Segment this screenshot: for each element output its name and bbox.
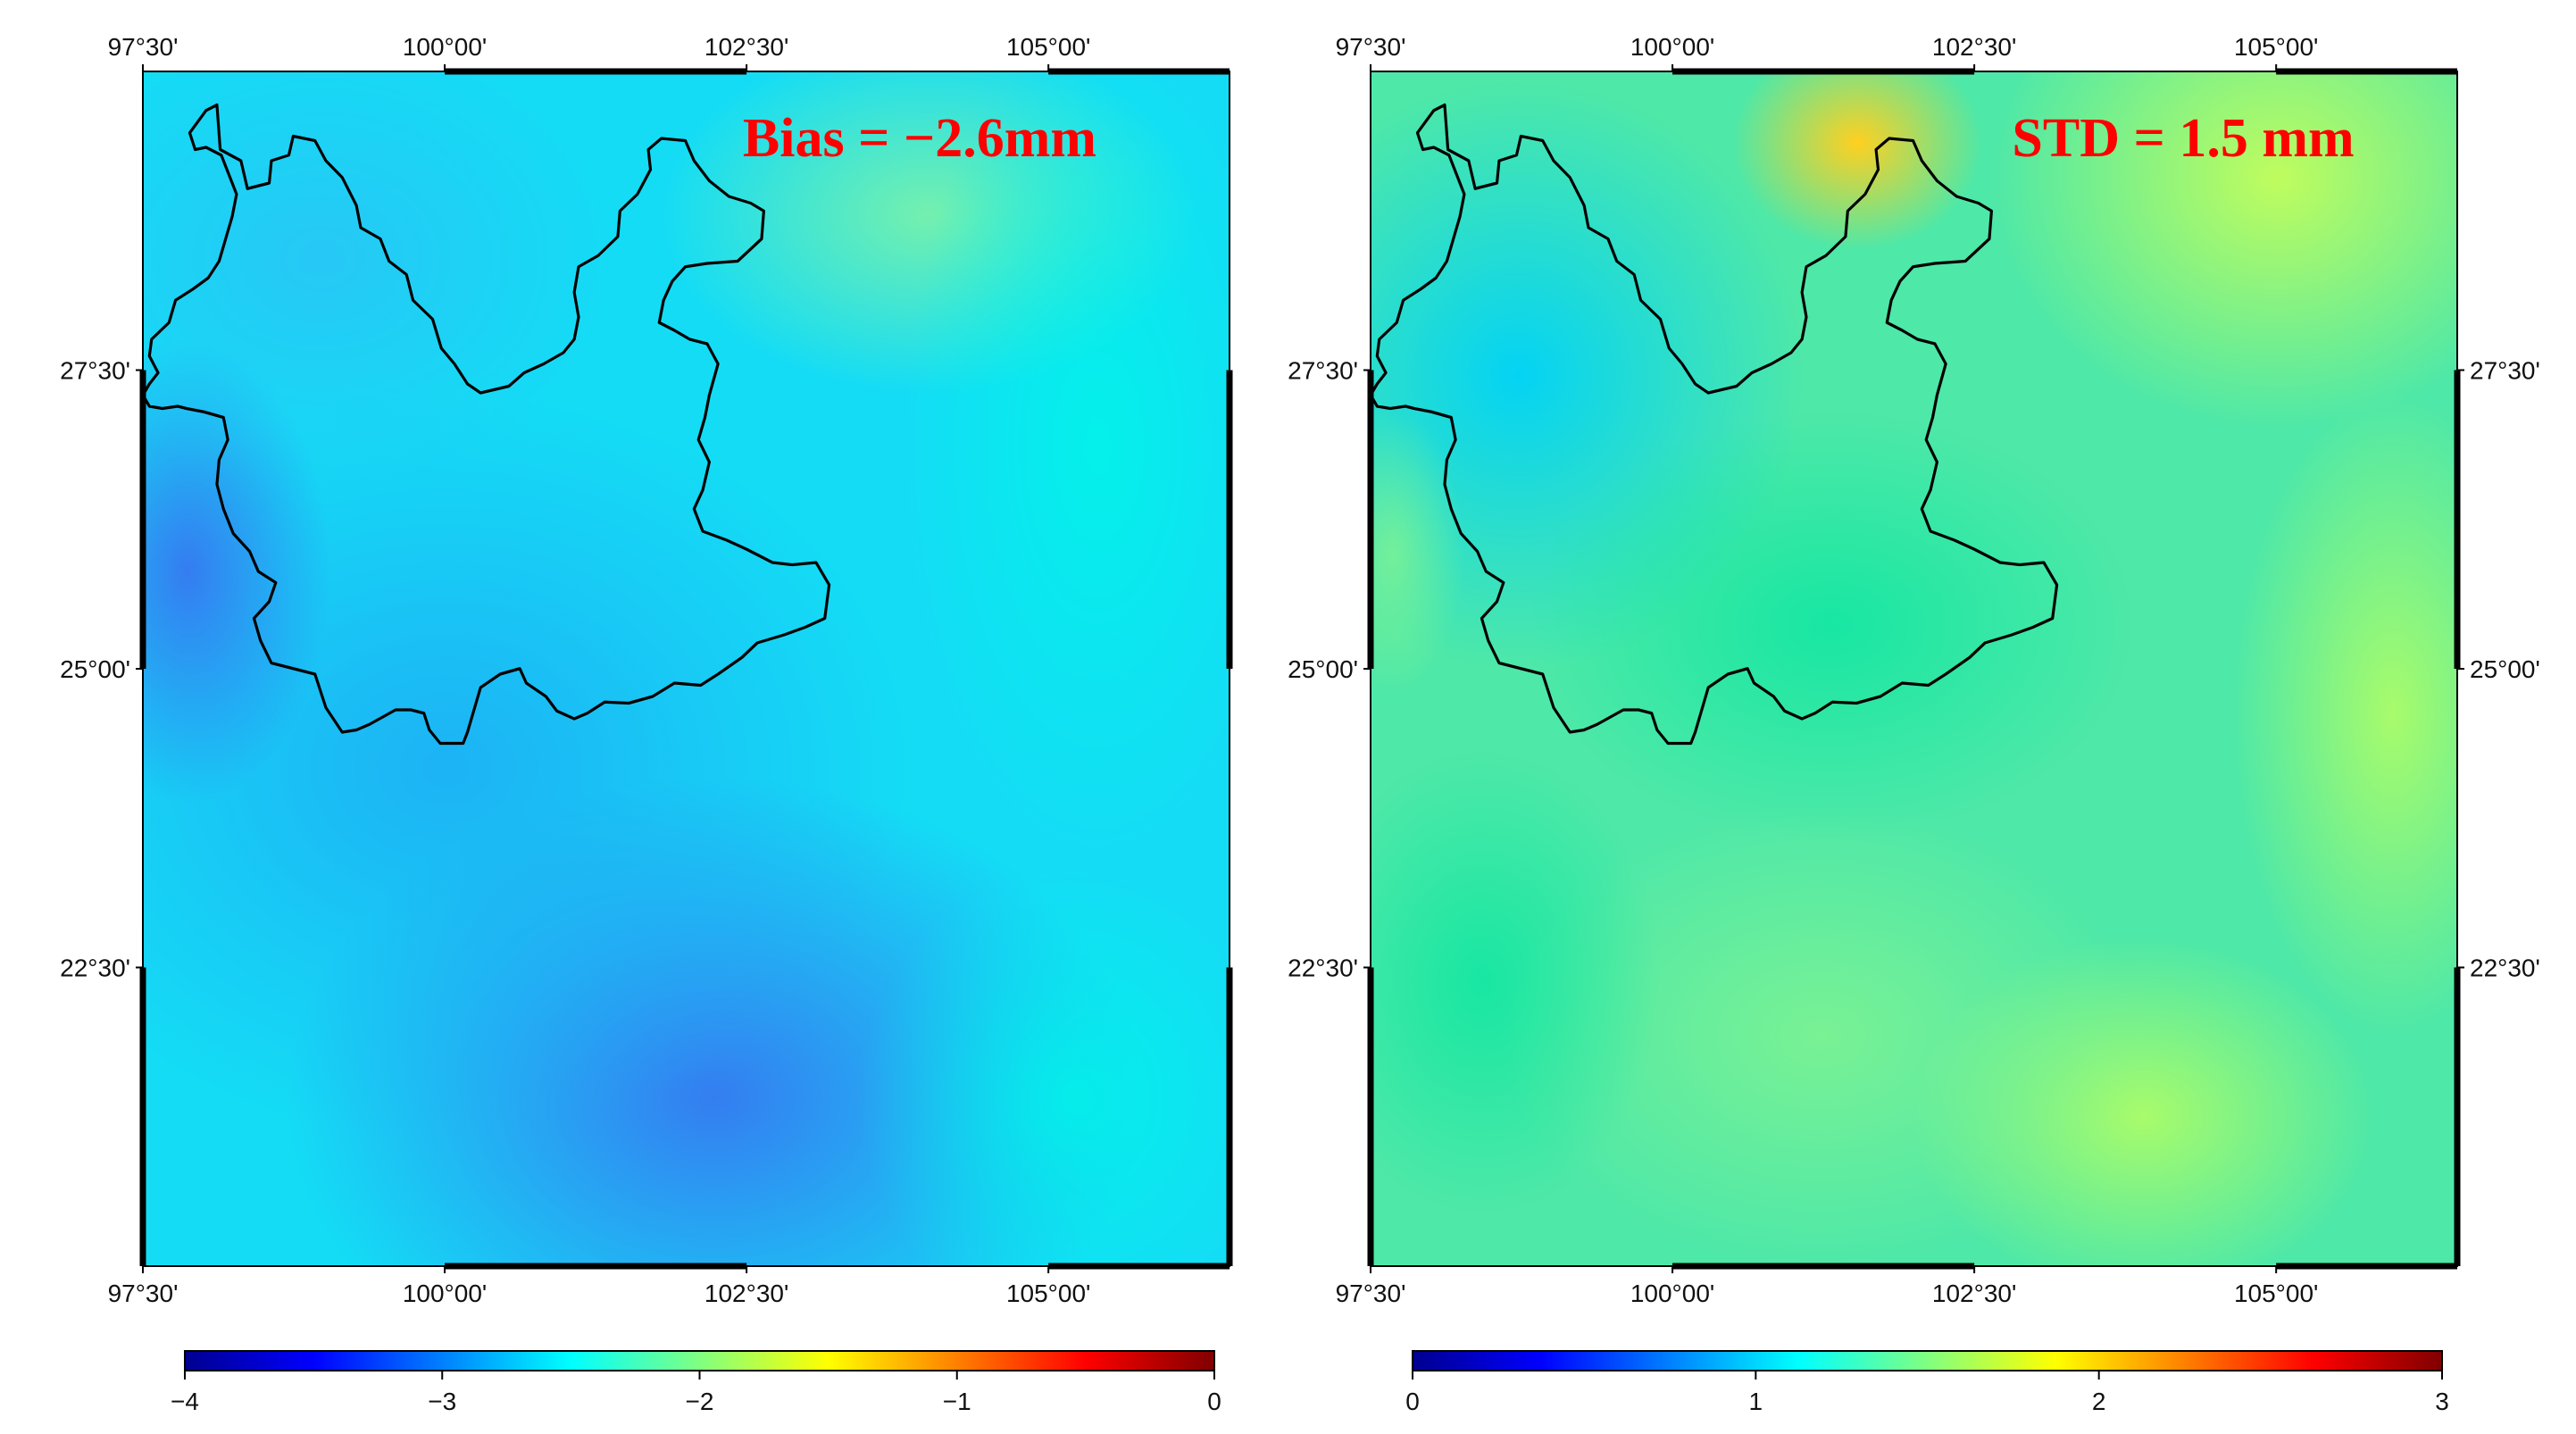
y-tick-labels-right: 27°30' 27°30' 25°00' 25°00' 22°30' 22°30' — [1288, 357, 2540, 982]
y-tick-label: 25°00' — [1288, 655, 1358, 683]
x-tick-label: 102°30' — [1932, 1280, 2016, 1307]
x-tick-labels-bottom: 97°30' 100°00' 102°30' 105°00' — [108, 1266, 1090, 1307]
x-tick-label: 100°00' — [403, 1280, 487, 1307]
y-tick-label: 27°30' — [60, 357, 130, 385]
std-colorbar — [1412, 1350, 2443, 1371]
bias-map-panel: 97°30' 100°00' 102°30' 105°00' 97°30' 100°00… — [60, 33, 1233, 1415]
bias-colorbar — [184, 1350, 1215, 1371]
y-tick-label: 27°30' — [1288, 357, 1358, 385]
x-tick-label: 97°30' — [1336, 33, 1406, 61]
y-tick-label: 25°00' — [2470, 655, 2540, 683]
std-stat-label: STD = 1.5 mm — [2012, 108, 2354, 169]
y-tick-label: 27°30' — [2470, 357, 2540, 385]
x-tick-label: 102°30' — [1932, 33, 2016, 61]
x-tick-label: 97°30' — [108, 33, 179, 61]
y-tick-label: 22°30' — [60, 955, 130, 982]
colorbar-tick-label: 0 — [1405, 1388, 1420, 1415]
bias-field — [143, 71, 1230, 1266]
std-colorbar-ticks: 0 1 2 3 — [1405, 1371, 2449, 1415]
x-tick-label: 97°30' — [1336, 1280, 1406, 1307]
x-tick-label: 105°00' — [1006, 1280, 1090, 1307]
colorbar-tick-label: −4 — [171, 1388, 199, 1415]
colorbar-tick-label: −3 — [428, 1388, 456, 1415]
std-map-panel: 97°30' 100°00' 102°30' 105°00' 97°30' 100°00… — [1288, 33, 2540, 1415]
std-field — [1371, 71, 2457, 1266]
colorbar-tick-label: 1 — [1749, 1388, 1763, 1415]
x-tick-labels-top: 97°30' 100°00' 102°30' 105°00' — [1336, 33, 2318, 71]
x-tick-label: 105°00' — [2234, 1280, 2318, 1307]
x-tick-label: 105°00' — [2234, 33, 2318, 61]
colorbar-tick-label: 3 — [2435, 1388, 2449, 1415]
x-tick-label: 102°30' — [704, 33, 788, 61]
y-tick-label: 25°00' — [60, 655, 130, 683]
frame-scale-bars — [139, 68, 1233, 1270]
x-tick-labels-top: 97°30' 100°00' 102°30' 105°00' — [108, 33, 1090, 71]
x-tick-label: 97°30' — [108, 1280, 179, 1307]
colorbar-tick-label: 2 — [2092, 1388, 2106, 1415]
x-tick-label: 100°00' — [1630, 33, 1714, 61]
y-tick-label: 22°30' — [2470, 955, 2540, 982]
frame-scale-bars — [1367, 68, 2461, 1270]
bias-colorbar-ticks: −4 −3 −2 −1 0 — [171, 1371, 1221, 1415]
x-tick-label: 100°00' — [403, 33, 487, 61]
x-tick-label: 105°00' — [1006, 33, 1090, 61]
colorbar-tick-label: −1 — [943, 1388, 971, 1415]
x-tick-labels-bottom: 97°30' 100°00' 102°30' 105°00' — [1336, 1266, 2318, 1307]
colorbar-tick-label: −2 — [686, 1388, 714, 1415]
y-tick-label: 22°30' — [1288, 955, 1358, 982]
colorbar-tick-label: 0 — [1207, 1388, 1221, 1415]
bias-stat-label: Bias = −2.6mm — [743, 108, 1096, 169]
x-tick-label: 100°00' — [1630, 1280, 1714, 1307]
y-tick-labels-left: 27°30' 25°00' 22°30' — [60, 357, 143, 982]
x-tick-label: 102°30' — [704, 1280, 788, 1307]
